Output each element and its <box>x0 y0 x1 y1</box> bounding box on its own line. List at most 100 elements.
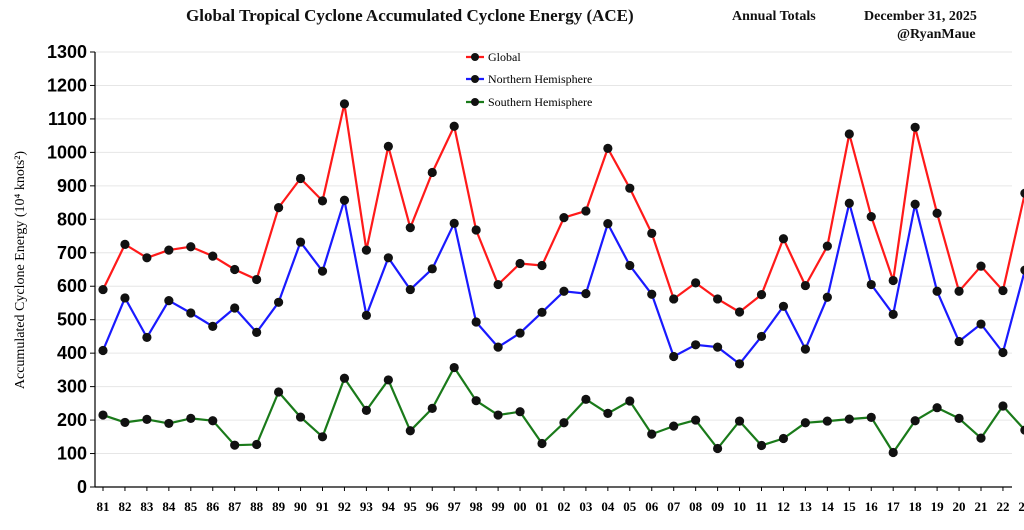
data-point-southern <box>581 394 591 404</box>
series-northern <box>98 195 1024 369</box>
data-point-global <box>713 294 723 304</box>
data-point-southern <box>734 416 745 426</box>
data-point-southern <box>713 443 723 454</box>
x-tick-label: 96 <box>426 499 440 514</box>
x-tick-label: 83 <box>140 499 154 514</box>
data-point-southern <box>120 417 130 428</box>
data-point-northern <box>274 297 284 307</box>
legend-swatch-marker <box>471 53 479 61</box>
data-point-global <box>800 280 811 291</box>
x-tick-label: 06 <box>645 499 659 514</box>
y-tick-label: 900 <box>57 176 87 196</box>
y-tick-label: 100 <box>57 444 87 464</box>
data-point-northern <box>405 284 415 295</box>
legend-label: Global <box>488 50 521 64</box>
y-tick-label: 400 <box>57 343 87 363</box>
data-point-northern <box>734 359 745 369</box>
data-point-global <box>691 278 701 288</box>
data-point-southern <box>866 412 876 422</box>
data-point-global <box>954 286 964 296</box>
x-tick-label: 21 <box>975 499 988 514</box>
data-point-northern <box>164 296 174 306</box>
data-point-global <box>405 223 415 233</box>
data-point-southern <box>691 415 701 425</box>
y-tick-label: 200 <box>57 410 87 430</box>
data-point-southern <box>844 414 854 424</box>
x-tick-label: 98 <box>470 499 484 514</box>
data-point-global <box>317 196 328 206</box>
data-point-southern <box>778 433 789 444</box>
y-tick-label: 300 <box>57 377 87 397</box>
data-point-northern <box>559 286 569 296</box>
x-tick-label: 84 <box>162 499 176 514</box>
legend-item-global: Global <box>466 50 521 64</box>
data-point-southern <box>164 418 174 429</box>
series-southern <box>98 362 1024 458</box>
y-tick-label: 1300 <box>47 42 87 62</box>
data-point-northern <box>339 195 350 205</box>
data-point-global <box>647 228 657 238</box>
x-tick-label: 93 <box>360 499 374 514</box>
data-point-global <box>932 208 942 218</box>
x-tick-label: 95 <box>404 499 418 514</box>
x-tick-label: 97 <box>448 499 462 514</box>
x-tick-label: 22 <box>996 499 1009 514</box>
y-tick-label: 600 <box>57 276 87 296</box>
data-point-global <box>361 245 371 255</box>
data-point-northern <box>537 307 547 317</box>
y-tick-label: 500 <box>57 310 87 330</box>
x-tick-label: 81 <box>97 499 110 514</box>
data-point-southern <box>317 432 328 442</box>
data-point-global <box>186 242 196 252</box>
data-point-global <box>844 129 854 139</box>
x-tick-label: 09 <box>711 499 725 514</box>
data-point-global <box>559 213 569 223</box>
data-point-northern <box>625 260 635 271</box>
series-line-global <box>102 102 1024 314</box>
data-point-southern <box>252 439 262 450</box>
data-point-southern <box>537 438 547 449</box>
data-point-southern <box>998 401 1008 411</box>
data-point-global <box>756 289 767 300</box>
x-tick-label: 18 <box>909 499 923 514</box>
y-tick-labels: 0 100 200 300 400 500 600 700 800 900 1000 1100 1200… <box>47 42 95 497</box>
data-point-southern <box>800 418 811 428</box>
data-point-northern <box>756 331 767 342</box>
axes <box>94 52 1012 488</box>
data-point-southern <box>230 440 240 450</box>
data-point-northern <box>866 279 876 290</box>
data-point-global <box>910 122 920 132</box>
y-tick-label: 0 <box>77 477 87 497</box>
data-point-global <box>778 234 789 244</box>
x-tick-label: 88 <box>250 499 264 514</box>
data-point-southern <box>493 410 503 420</box>
data-point-global <box>515 258 525 269</box>
x-tick-label: 82 <box>118 499 131 514</box>
data-point-global <box>1020 188 1024 198</box>
data-point-northern <box>800 344 811 354</box>
x-tick-label: 00 <box>514 499 527 514</box>
data-point-northern <box>1020 265 1024 275</box>
data-point-global <box>164 245 174 255</box>
data-point-northern <box>120 293 130 303</box>
data-point-southern <box>647 429 657 439</box>
data-point-southern <box>274 387 284 397</box>
author-handle: @RyanMaue <box>897 27 976 42</box>
x-tick-label: 10 <box>733 499 746 514</box>
data-point-global <box>230 264 240 275</box>
data-point-global <box>603 143 613 153</box>
chart-subtitle: Annual Totals <box>732 9 816 24</box>
data-point-northern <box>383 253 393 263</box>
y-tick-label: 1200 <box>47 75 87 95</box>
x-tick-label: 23 <box>1018 499 1024 514</box>
x-tick-label: 90 <box>294 499 307 514</box>
data-point-global <box>493 279 503 290</box>
data-point-northern <box>954 336 964 347</box>
data-point-northern <box>888 309 898 319</box>
data-point-global <box>252 274 262 285</box>
x-tick-label: 85 <box>184 499 198 514</box>
x-tick-label: 91 <box>316 499 329 514</box>
x-tick-label: 15 <box>843 499 857 514</box>
data-point-global <box>998 285 1008 296</box>
data-point-southern <box>405 426 415 436</box>
